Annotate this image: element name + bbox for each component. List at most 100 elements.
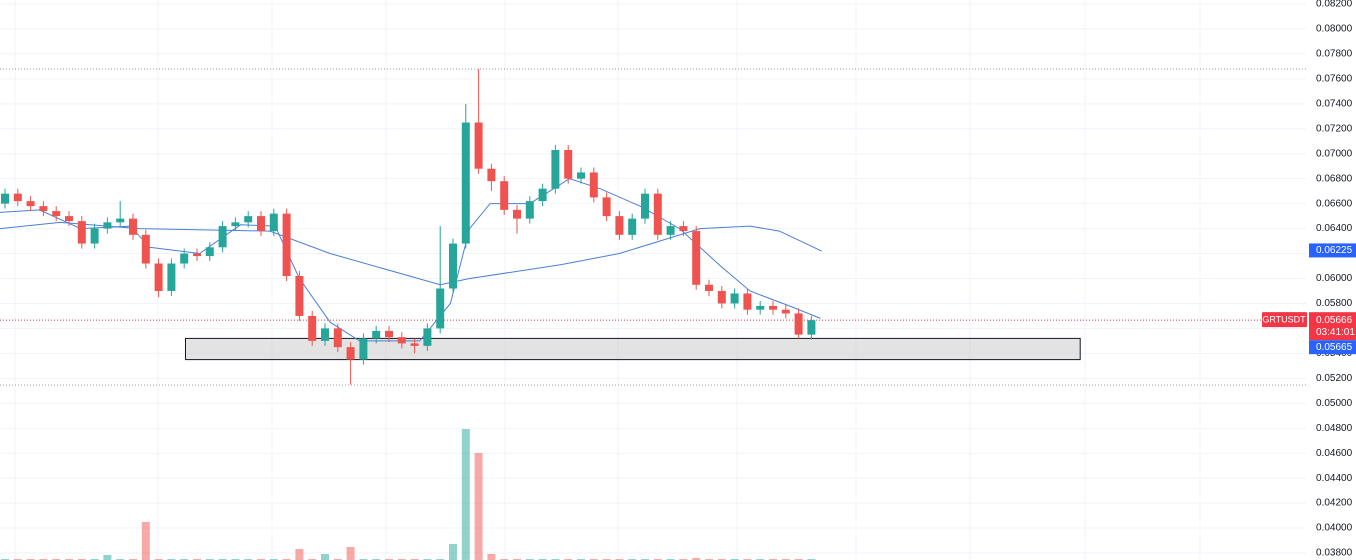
volume-bar: [449, 544, 457, 560]
candle-body: [167, 263, 176, 291]
candle-body: [781, 309, 790, 314]
volume-bar: [461, 429, 470, 560]
support-zone: [184, 337, 1081, 361]
candle-body: [77, 221, 86, 244]
y-tick-label: 0.07600: [1316, 73, 1353, 84]
y-tick-label: 0.04000: [1316, 523, 1353, 534]
symbol-tag: [1262, 312, 1307, 328]
candle-body: [794, 313, 803, 335]
candle-body: [641, 193, 649, 219]
candle-body: [26, 201, 35, 207]
candle-body: [65, 216, 73, 222]
countdown-label: 03:41:01: [1316, 327, 1355, 338]
ma-tag: [1309, 243, 1356, 258]
y-tick-label: 0.08200: [1316, 0, 1353, 10]
candle-body: [538, 188, 547, 202]
candle-body: [257, 216, 265, 232]
candle-body: [193, 253, 201, 257]
y-tick-label: 0.05200: [1316, 373, 1353, 384]
volume-bar: [474, 453, 483, 560]
vertical-grid: [14, 0, 1201, 560]
volume-bar: [321, 554, 329, 560]
candle-body: [397, 337, 406, 344]
candle-body: [551, 149, 560, 189]
volume-bar: [141, 522, 150, 560]
candle-body: [461, 122, 470, 244]
candle-body: [423, 328, 432, 346]
candle-body: [730, 293, 739, 304]
candle-body: [116, 218, 125, 223]
last-price-tag: [1309, 312, 1356, 341]
candle-body: [269, 213, 278, 232]
y-tick-label: 0.07400: [1316, 98, 1353, 109]
candle-body: [692, 231, 701, 285]
y-tick-label: 0.06800: [1316, 173, 1353, 184]
y-tick-label: 0.07000: [1316, 148, 1353, 159]
candle-body: [807, 320, 816, 335]
y-tick-label: 0.07200: [1316, 123, 1353, 134]
volume-bar: [295, 549, 304, 560]
candle-body: [564, 149, 573, 179]
candle-body: [39, 206, 48, 212]
candle-body: [577, 172, 585, 179]
candle-body: [653, 193, 662, 235]
candle-body: [103, 222, 112, 229]
y-tick-label: 0.08000: [1316, 24, 1353, 35]
volume-bar: [346, 547, 355, 560]
candle-body: [666, 226, 675, 235]
y-tick-label: 0.03800: [1316, 548, 1353, 559]
candle-body: [359, 338, 368, 360]
y-tick-label: 0.05800: [1316, 298, 1353, 309]
candle-body: [129, 218, 137, 235]
candle-body: [513, 209, 521, 219]
y-tick-label: 0.06000: [1316, 273, 1353, 284]
candle-body: [1, 193, 9, 204]
candle-body: [717, 290, 726, 304]
candle-body: [308, 315, 317, 341]
candle-body: [321, 328, 329, 341]
candle-body: [333, 328, 342, 348]
candle-body: [180, 253, 189, 264]
candle-body: [679, 226, 688, 232]
y-tick-label: 0.04200: [1316, 498, 1353, 509]
candle-body: [295, 276, 304, 316]
candle-body: [13, 193, 22, 202]
candle-body: [705, 284, 713, 291]
candle-body: [154, 263, 163, 291]
y-tick-label: 0.04600: [1316, 448, 1353, 459]
candle-body: [410, 343, 419, 346]
y-tick-label: 0.04400: [1316, 473, 1353, 484]
candle-body: [756, 305, 765, 310]
candle-body: [487, 168, 496, 182]
candle-body: [602, 197, 611, 217]
candle-body: [346, 347, 355, 360]
bid-tag: [1309, 340, 1356, 355]
candle-body: [500, 181, 509, 210]
candle-body: [141, 234, 150, 264]
candle-body: [90, 228, 99, 244]
candle-body: [244, 216, 253, 223]
y-tick-label: 0.04800: [1316, 423, 1353, 434]
candle-body: [628, 218, 637, 235]
candle-body: [282, 213, 291, 277]
y-tick-label: 0.05000: [1316, 398, 1353, 409]
candle-body: [372, 330, 381, 339]
candle-body: [769, 305, 777, 310]
volume-bar: [692, 558, 701, 560]
candle-body: [474, 122, 483, 169]
volume-bar: [103, 555, 112, 560]
candle-body: [218, 226, 227, 248]
candle-body: [589, 172, 598, 198]
candle-body: [436, 288, 445, 329]
moving-average: [0, 221, 822, 286]
candle-body: [743, 293, 752, 310]
candle-body: [205, 247, 214, 257]
candle-body: [525, 201, 534, 219]
y-tick-label: 0.06600: [1316, 198, 1353, 209]
y-tick-label: 0.07800: [1316, 49, 1353, 60]
candle-body: [385, 330, 393, 338]
ma-label: 0.06225: [1316, 245, 1353, 256]
candle-body: [231, 222, 240, 227]
candle-body: [52, 211, 61, 217]
